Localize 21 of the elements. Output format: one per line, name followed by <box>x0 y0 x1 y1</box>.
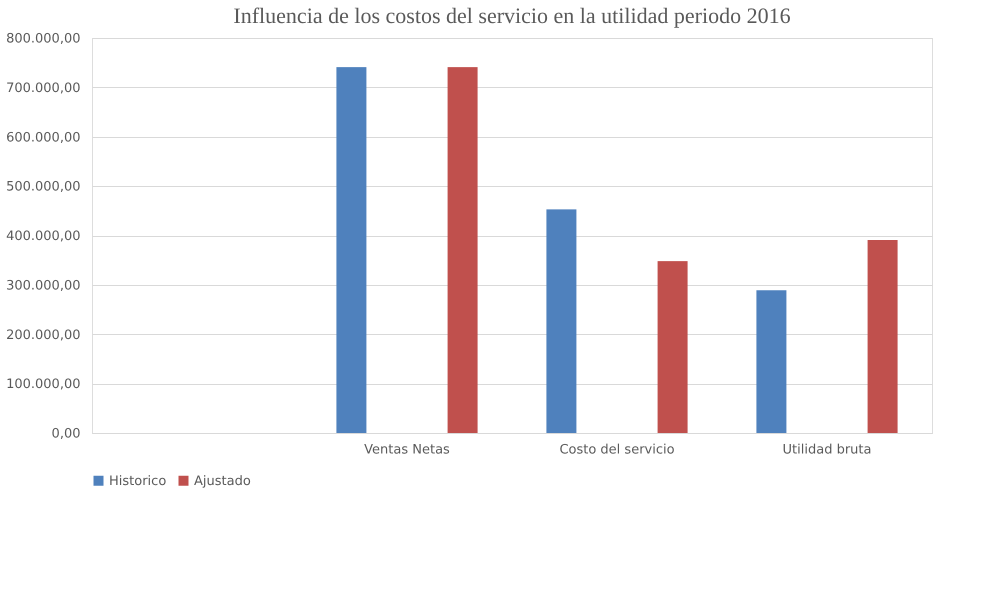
x-tick-label: Ventas Netas <box>364 442 450 458</box>
y-tick-label: 700.000,00 <box>6 80 80 96</box>
bar <box>336 67 366 433</box>
legend-label: Ajustado <box>194 474 251 489</box>
legend-label: Historico <box>109 474 166 489</box>
chart-title: Influencia de los costos del servicio en la utilidad periodo 2016 <box>233 3 791 28</box>
y-tick-label: 800.000,00 <box>6 32 80 46</box>
y-tick-label: 100.000,00 <box>6 377 80 392</box>
y-tick-label: 500.000,00 <box>6 180 80 195</box>
y-tick-label: 300.000,00 <box>6 278 80 294</box>
x-tick-label: Utilidad bruta <box>782 442 872 458</box>
y-tick-label: 200.000,00 <box>6 328 80 343</box>
bar <box>658 261 688 433</box>
y-tick-label: 0,00 <box>52 426 80 442</box>
bar <box>448 67 478 433</box>
x-tick-label: Costo del servicio <box>559 442 675 458</box>
bar <box>868 240 898 433</box>
bar <box>546 209 576 433</box>
y-tick-label: 600.000,00 <box>6 130 80 146</box>
y-tick-label: 400.000,00 <box>6 229 80 244</box>
bar <box>756 290 786 433</box>
